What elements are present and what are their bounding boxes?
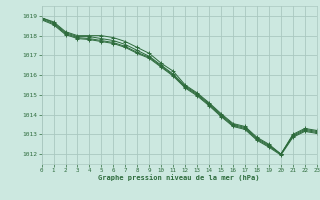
X-axis label: Graphe pression niveau de la mer (hPa): Graphe pression niveau de la mer (hPa) — [99, 175, 260, 181]
